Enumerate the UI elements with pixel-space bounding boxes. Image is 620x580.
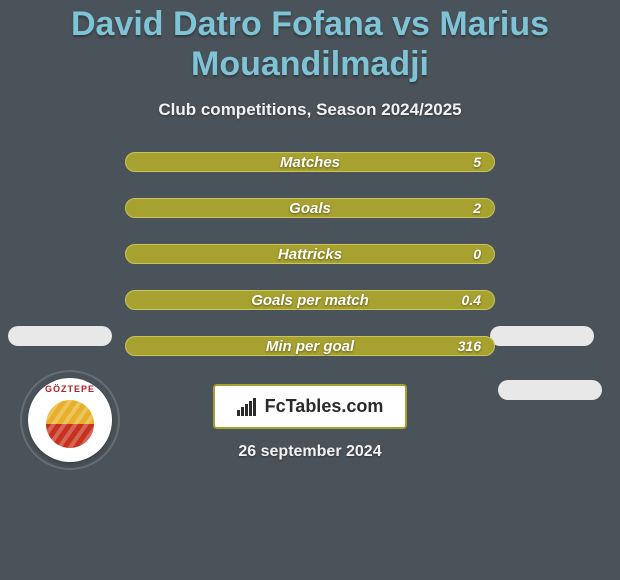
stat-bar-fill bbox=[125, 336, 495, 356]
page-title: David Datro Fofana vs Marius Mouandilmad… bbox=[0, 4, 620, 90]
stat-bar: Min per goal316 bbox=[125, 336, 495, 356]
player-left-badge: GÖZTEPE bbox=[20, 370, 120, 470]
decorative-pill-shadow bbox=[490, 326, 594, 346]
comparison-card: David Datro Fofana vs Marius Mouandilmad… bbox=[0, 0, 620, 580]
stat-bar: Goals2 bbox=[125, 198, 495, 218]
stat-bar: Goals per match0.4 bbox=[125, 290, 495, 310]
stat-bar-fill bbox=[125, 244, 495, 264]
brand-text: FcTables.com bbox=[265, 396, 384, 417]
stat-bars: Matches5 Goals2 Hattricks0 Goals per match0… bbox=[0, 148, 620, 356]
club-badge-ball-icon bbox=[46, 400, 94, 448]
club-badge-goztepe: GÖZTEPE bbox=[28, 378, 112, 462]
stat-bar-fill bbox=[125, 290, 495, 310]
decorative-pill-shadow bbox=[8, 326, 112, 346]
stat-bar-fill bbox=[125, 152, 495, 172]
club-badge-label: GÖZTEPE bbox=[45, 384, 95, 394]
decorative-pill-shadow bbox=[498, 380, 602, 400]
stat-bar: Hattricks0 bbox=[125, 244, 495, 264]
brand-badge[interactable]: FcTables.com bbox=[213, 384, 408, 429]
stat-bar-fill bbox=[125, 198, 495, 218]
stat-bar: Matches5 bbox=[125, 152, 495, 172]
bars-growth-icon bbox=[237, 398, 257, 416]
footer-date: 26 september 2024 bbox=[238, 443, 381, 461]
subtitle: Club competitions, Season 2024/2025 bbox=[158, 100, 461, 120]
comparison-stage: GÖZTEPE Matches5Goals2Hattricks0Goals pe… bbox=[0, 148, 620, 356]
